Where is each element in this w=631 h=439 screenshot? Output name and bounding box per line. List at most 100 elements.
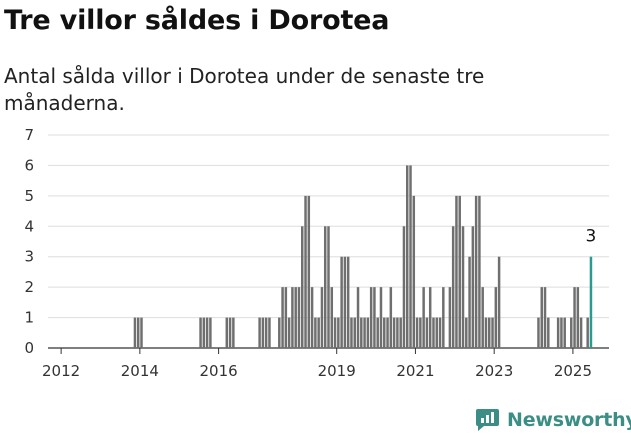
- x-tick-label: 2023: [475, 362, 513, 380]
- bar: [140, 317, 143, 348]
- bar: [333, 317, 337, 348]
- bar-chart: 0 1 2 3 4 5 6 7 2012 2014 2016 2019 2021 2023 2025 3: [24, 126, 609, 380]
- bar: [366, 317, 370, 348]
- bar: [376, 317, 379, 348]
- bar: [419, 317, 422, 348]
- bar: [373, 287, 376, 348]
- newsworthy-logo-text: Newsworthy: [507, 408, 631, 431]
- bar: [327, 226, 330, 348]
- bar: [438, 317, 442, 348]
- bar: [392, 317, 396, 348]
- bar: [301, 226, 304, 348]
- x-tick-label: 2025: [554, 362, 592, 380]
- bar: [284, 287, 288, 348]
- bar: [484, 317, 488, 348]
- bar: [133, 317, 137, 348]
- bar: [268, 317, 271, 348]
- bar: [415, 317, 419, 348]
- bar: [281, 287, 284, 348]
- bar: [389, 287, 393, 348]
- data-labels: 3: [586, 227, 597, 247]
- bar: [294, 287, 297, 348]
- bar: [396, 317, 399, 348]
- bar: [465, 317, 468, 348]
- bar: [451, 226, 455, 348]
- y-tick-label: 5: [24, 187, 34, 205]
- x-tick-label: 2012: [42, 362, 80, 380]
- bar: [488, 317, 491, 348]
- y-tick-label: 1: [24, 309, 34, 327]
- y-tick-label: 4: [24, 217, 34, 235]
- bar: [356, 287, 360, 348]
- bar: [471, 226, 475, 348]
- bar: [297, 287, 301, 348]
- x-tick-label: 2014: [121, 362, 159, 380]
- bar: [468, 256, 471, 348]
- bar: [228, 317, 232, 348]
- bar: [573, 287, 576, 348]
- x-tick-label: 2019: [318, 362, 356, 380]
- bars: [133, 165, 593, 348]
- bar: [225, 317, 229, 348]
- y-tick-label: 7: [24, 126, 34, 144]
- bar: [320, 287, 324, 348]
- bar: [491, 317, 494, 348]
- bar: [353, 317, 356, 348]
- bar: [202, 317, 206, 348]
- data-label-latest: 3: [586, 227, 597, 247]
- bar: [540, 287, 543, 348]
- bar: [556, 317, 560, 348]
- bar: [409, 165, 412, 348]
- bar: [343, 256, 347, 348]
- bar: [232, 317, 235, 348]
- bar-latest: [589, 256, 593, 348]
- bar: [428, 287, 432, 348]
- bar: [310, 287, 314, 348]
- bar: [258, 317, 261, 348]
- bar: [442, 287, 445, 348]
- bar: [209, 317, 212, 348]
- bar: [399, 317, 402, 348]
- bar: [264, 317, 268, 348]
- bar: [435, 317, 439, 348]
- bar: [304, 195, 307, 348]
- bar: [350, 317, 353, 348]
- bar: [405, 165, 409, 348]
- bar: [570, 317, 573, 348]
- bar: [314, 317, 317, 348]
- y-tick-label: 0: [24, 339, 34, 357]
- bar: [307, 195, 311, 348]
- bar: [455, 195, 458, 348]
- bar: [340, 256, 343, 348]
- bar: [386, 317, 389, 348]
- bar: [579, 317, 583, 348]
- bar: [261, 317, 265, 348]
- bar: [481, 287, 484, 348]
- bar: [412, 195, 416, 348]
- bar: [586, 317, 589, 348]
- bar: [560, 317, 563, 348]
- y-axis: 0 1 2 3 4 5 6 7: [24, 126, 34, 357]
- bar: [317, 317, 320, 348]
- bar: [478, 195, 481, 348]
- bar: [461, 226, 465, 348]
- y-tick-label: 2: [24, 278, 34, 296]
- bar: [360, 317, 363, 348]
- bar: [379, 287, 383, 348]
- bar: [205, 317, 209, 348]
- newsworthy-logo[interactable]: Newsworthy: [475, 407, 631, 432]
- bar: [199, 317, 202, 348]
- bar: [448, 287, 452, 348]
- bar: [474, 195, 478, 348]
- bar: [576, 287, 580, 348]
- bar: [563, 317, 566, 348]
- x-axis: 2012 2014 2016 2019 2021 2023 2025: [42, 348, 592, 380]
- bar: [383, 317, 386, 348]
- bar: [547, 317, 550, 348]
- bar: [537, 317, 540, 348]
- bar: [330, 287, 334, 348]
- bar: [346, 256, 350, 348]
- bar: [422, 287, 425, 348]
- bar: [494, 287, 498, 348]
- bar: [136, 317, 140, 348]
